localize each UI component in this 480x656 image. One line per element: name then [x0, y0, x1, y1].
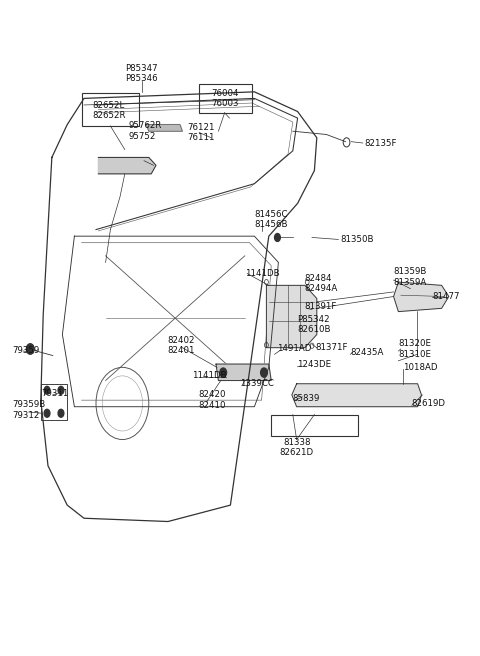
Text: 81456C
81456B: 81456C 81456B: [254, 210, 288, 230]
Text: 79359: 79359: [12, 346, 39, 356]
Text: 81391F: 81391F: [305, 302, 337, 311]
Text: 79359B
79312: 79359B 79312: [12, 400, 45, 420]
Circle shape: [275, 234, 280, 241]
Circle shape: [58, 386, 64, 394]
Text: 81477: 81477: [432, 292, 459, 301]
Text: 81350B: 81350B: [341, 235, 374, 244]
Polygon shape: [266, 285, 317, 348]
Text: 76004
76003: 76004 76003: [211, 89, 239, 108]
Text: 81320E
81310E: 81320E 81310E: [398, 339, 432, 359]
Text: P85347
P85346: P85347 P85346: [125, 64, 158, 83]
Text: P85342
82610B: P85342 82610B: [298, 315, 331, 335]
Circle shape: [261, 368, 267, 377]
Polygon shape: [98, 157, 156, 174]
Text: 81371F: 81371F: [315, 343, 348, 352]
Text: 82484
82494A: 82484 82494A: [305, 274, 338, 293]
Polygon shape: [394, 282, 449, 312]
Text: 95762R
95752: 95762R 95752: [129, 121, 162, 141]
Text: 82652L
82652R: 82652L 82652R: [93, 100, 126, 120]
Bar: [271, 415, 358, 436]
Text: 1018AD: 1018AD: [403, 363, 438, 372]
Text: 1141DB: 1141DB: [245, 269, 279, 278]
Polygon shape: [216, 364, 271, 380]
Circle shape: [220, 368, 227, 377]
Text: 81338
82621D: 81338 82621D: [279, 438, 314, 457]
Text: 1491AD: 1491AD: [277, 344, 312, 354]
Text: 79311: 79311: [41, 389, 68, 398]
Text: 1243DE: 1243DE: [297, 359, 331, 369]
Bar: [82, 93, 139, 126]
Circle shape: [44, 386, 50, 394]
Text: 1339CC: 1339CC: [240, 379, 274, 388]
Text: 85839: 85839: [293, 394, 320, 403]
Circle shape: [26, 344, 34, 354]
Text: 82619D: 82619D: [412, 399, 446, 408]
Text: 76121
76111: 76121 76111: [187, 123, 215, 142]
Text: 82420
82410: 82420 82410: [198, 390, 226, 410]
Text: 82135F: 82135F: [365, 138, 397, 148]
Text: 1141DB: 1141DB: [192, 371, 227, 380]
Bar: [199, 84, 252, 113]
Text: 81359B
81359A: 81359B 81359A: [394, 267, 427, 287]
Polygon shape: [292, 384, 421, 407]
Text: 82435A: 82435A: [350, 348, 384, 358]
Circle shape: [58, 409, 64, 417]
Text: 82402
82401: 82402 82401: [167, 336, 194, 356]
Circle shape: [44, 409, 50, 417]
Polygon shape: [146, 125, 182, 131]
